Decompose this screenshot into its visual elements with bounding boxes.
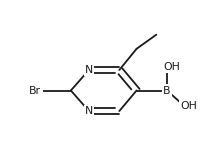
Text: N: N xyxy=(85,106,93,116)
Text: OH: OH xyxy=(163,62,180,72)
Text: N: N xyxy=(85,65,93,75)
Text: OH: OH xyxy=(181,101,198,111)
Text: B: B xyxy=(163,85,171,96)
Text: Br: Br xyxy=(29,85,41,96)
